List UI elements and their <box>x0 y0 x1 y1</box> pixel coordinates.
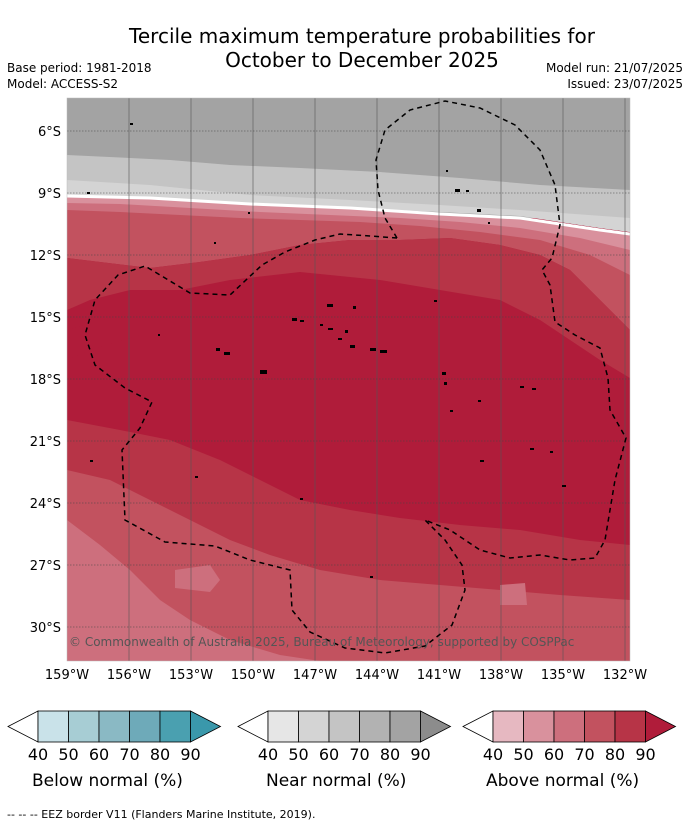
colorbar-label-above: Above normal (%) <box>486 771 640 791</box>
lon-label-147w: 147°W <box>293 668 337 683</box>
meta-right: Model run: 21/07/2025 Issued: 23/07/2025 <box>546 60 683 92</box>
lon-gridlines <box>128 98 626 661</box>
fill-above-90-west <box>67 310 200 360</box>
lat-label-15s: 15°S <box>30 311 61 326</box>
fill-above-70-south <box>67 470 630 661</box>
lat-label-30s: 30°S <box>30 621 61 636</box>
below-colorbar-segment <box>37 710 69 743</box>
map-fill <box>67 98 630 661</box>
lon-label-150w: 150°W <box>231 668 275 683</box>
lon-label-132w: 132°W <box>603 668 647 683</box>
near-colorbar-extend-low <box>237 710 269 743</box>
title-line-2: October to December 2025 <box>225 48 499 72</box>
near-colorbar-tick: 50 <box>288 745 308 764</box>
above-colorbar-tick: 40 <box>483 745 503 764</box>
lat-label-24s: 24°S <box>30 497 61 512</box>
below-colorbar-extend-high <box>190 710 222 743</box>
islands <box>87 123 566 578</box>
fill-above-60-patch-2 <box>500 583 527 605</box>
below-colorbar-tick: 50 <box>58 745 78 764</box>
below-colorbar-tick: 60 <box>89 745 109 764</box>
eez-borders <box>84 100 627 654</box>
below-colorbar-segment <box>68 710 100 743</box>
lon-labels: 159°W 156°W 153°W 150°W 147°W 144°W 141°… <box>45 668 647 683</box>
lon-label-138w: 138°W <box>479 668 523 683</box>
fill-above-60-patch <box>175 565 220 592</box>
model-run: Model run: 21/07/2025 <box>545 61 683 75</box>
below-colorbar-tick: 80 <box>150 745 170 764</box>
near-colorbar-segment <box>359 710 391 743</box>
lat-label-9s: 9°S <box>38 187 61 202</box>
lat-label-12s: 12°S <box>30 249 61 264</box>
probability-map: © Commonwealth of Australia 2025, Bureau… <box>7 97 677 764</box>
fill-above-80 <box>67 238 630 378</box>
below-colorbar-segment <box>129 710 161 743</box>
lat-gridlines <box>67 130 630 628</box>
lon-label-135w: 135°W <box>541 668 585 683</box>
title-line-1: Tercile maximum temperature probabilitie… <box>129 24 595 48</box>
near-colorbar-tick: 40 <box>258 745 278 764</box>
lon-label-141w: 141°W <box>417 668 461 683</box>
lat-label-6s: 6°S <box>38 125 61 140</box>
category-boundary <box>67 194 630 236</box>
below-colorbar-segment <box>159 710 191 743</box>
lat-label-27s: 27°S <box>30 559 61 574</box>
below-colorbar-tick: 70 <box>119 745 139 764</box>
near-colorbar-segment <box>389 710 421 743</box>
issued-date: Issued: 23/07/2025 <box>567 77 683 91</box>
colorbar-near-normal: 40 50 60 70 80 90 <box>237 710 452 764</box>
colorbar-below-normal: 40 50 60 70 80 90 <box>7 710 222 764</box>
fill-above-50 <box>67 196 630 250</box>
lat-label-21s: 21°S <box>30 435 61 450</box>
above-colorbar-tick: 90 <box>635 745 655 764</box>
near-colorbar-tick: 90 <box>410 745 430 764</box>
below-colorbar-tick: 40 <box>28 745 48 764</box>
colorbar-label-below: Below normal (%) <box>32 771 183 791</box>
above-colorbar-segment <box>614 710 646 743</box>
meta-left: Base period: 1981-2018 Model: ACCESS-S2 <box>7 60 152 92</box>
below-colorbar-tick: 90 <box>180 745 200 764</box>
above-colorbar-segment <box>492 710 524 743</box>
near-colorbar-extend-high <box>420 710 452 743</box>
colorbar-above-normal: 40 50 60 70 80 90 <box>462 710 677 764</box>
base-period: Base period: 1981-2018 <box>7 61 152 75</box>
below-colorbar-extend-low <box>7 710 39 743</box>
fill-near-50 <box>67 180 630 232</box>
below-colorbar-segment <box>98 710 130 743</box>
map-frame <box>66 97 631 662</box>
near-colorbar-segment <box>328 710 360 743</box>
lon-label-144w: 144°W <box>355 668 399 683</box>
lat-labels: 6°S 9°S 12°S 15°S 18°S 21°S 24°S 27°S 30… <box>30 125 61 636</box>
lon-label-159w: 159°W <box>45 668 89 683</box>
above-colorbar-tick: 80 <box>605 745 625 764</box>
above-colorbar-extend-high <box>645 710 677 743</box>
lat-label-18s: 18°S <box>30 373 61 388</box>
above-colorbar-tick: 60 <box>544 745 564 764</box>
near-colorbar-tick: 80 <box>380 745 400 764</box>
map-title: Tercile maximum temperature probabilitie… <box>0 24 690 72</box>
near-colorbar-tick: 60 <box>319 745 339 764</box>
above-colorbar-extend-low <box>462 710 494 743</box>
near-colorbar-segment <box>298 710 330 743</box>
eez-footnote: -- -- -- EEZ border V11 (Flanders Marine… <box>7 808 316 821</box>
fill-above-60-south <box>67 520 320 661</box>
above-colorbar-segment <box>553 710 585 743</box>
fill-above-60 <box>67 196 630 275</box>
above-colorbar-tick: 70 <box>574 745 594 764</box>
model-name: Model: ACCESS-S2 <box>7 77 119 91</box>
colorbar-label-near: Near normal (%) <box>266 771 407 791</box>
near-colorbar-tick: 70 <box>349 745 369 764</box>
fill-near-60 <box>67 155 630 232</box>
copyright-text: © Commonwealth of Australia 2025, Bureau… <box>69 635 574 649</box>
above-colorbar-segment <box>523 710 555 743</box>
above-colorbar-tick: 50 <box>513 745 533 764</box>
lon-label-153w: 153°W <box>169 668 213 683</box>
above-colorbar-segment <box>584 710 616 743</box>
near-colorbar-segment <box>267 710 299 743</box>
lon-label-156w: 156°W <box>107 668 151 683</box>
